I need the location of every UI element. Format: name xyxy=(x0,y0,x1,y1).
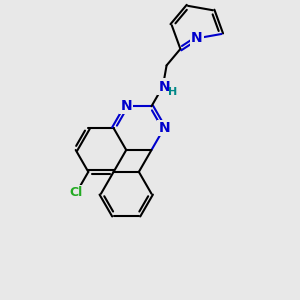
Text: H: H xyxy=(168,87,177,97)
Text: N: N xyxy=(158,121,170,135)
Text: N: N xyxy=(120,99,132,113)
Text: Cl: Cl xyxy=(70,186,83,199)
Text: N: N xyxy=(158,80,170,94)
Text: N: N xyxy=(191,32,203,45)
